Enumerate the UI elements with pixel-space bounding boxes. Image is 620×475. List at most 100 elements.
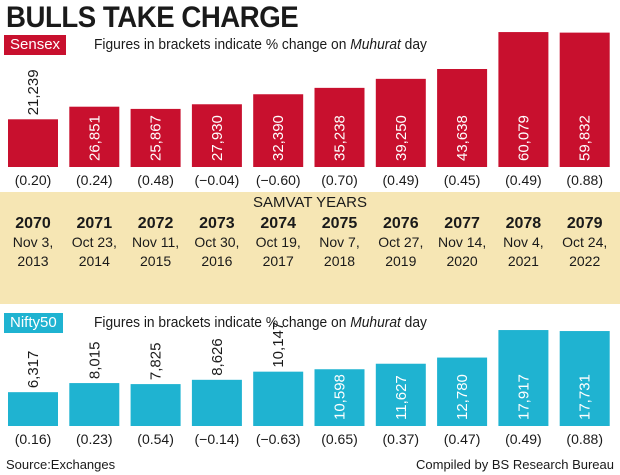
samvat-date-year: 2018	[323, 253, 356, 269]
samvat-date-year: 2022	[569, 253, 601, 269]
sensex-pct-label-2079: (0.88)	[566, 172, 603, 188]
samvat-year-2074: 2074 Oct 19, 2017	[248, 214, 308, 271]
samvat-year-2075: 2075 Nov 7, 2018	[310, 214, 370, 271]
sensex-bar-2079	[559, 32, 610, 167]
samvat-date: Oct 27,	[378, 234, 424, 250]
sensex-bar-2078	[498, 32, 549, 167]
sensex-pct-label-2076: (0.49)	[383, 172, 420, 188]
samvat-year-number: 2071	[76, 215, 113, 232]
nifty-value-label-2078: 17,917	[515, 374, 532, 420]
source-note: Source:Exchanges	[6, 457, 116, 472]
samvat-date: Oct 24,	[562, 234, 608, 250]
samvat-year-number: 2075	[321, 215, 358, 232]
sensex-note: Figures in brackets indicate % change on…	[94, 36, 427, 53]
sensex-bar-2073	[191, 104, 242, 167]
samvat-date-year: 2019	[385, 253, 417, 269]
nifty-note: Figures in brackets indicate % change on…	[94, 314, 427, 331]
nifty-value-label-2071: 8,015	[86, 342, 103, 380]
sensex-pct-label-2073: (−0.04)	[195, 172, 240, 188]
sensex-pct-label-2072: (0.48)	[137, 172, 174, 188]
sensex-bar-2077	[437, 68, 488, 167]
samvat-year-2072: 2072 Nov 11, 2015	[126, 214, 186, 271]
sensex-pct-label-2070: (0.20)	[15, 172, 52, 188]
sensex-bar-2076	[375, 78, 426, 167]
nifty-value-label-2073: 8,626	[209, 338, 226, 376]
samvat-date: Nov 11,	[131, 234, 180, 250]
sensex-pct-label-2074: (−0.60)	[256, 172, 301, 188]
nifty-bar-2076	[375, 363, 426, 426]
samvat-date-year: 2014	[78, 253, 110, 269]
samvat-year-number: 2077	[444, 215, 480, 232]
sensex-pct-label-2075: (0.70)	[321, 172, 358, 188]
sensex-value-label-2070: 21,239	[25, 69, 42, 115]
sensex-value-label-2071: 26,851	[86, 115, 103, 161]
samvat-date: Nov 7,	[319, 234, 360, 250]
sensex-value-label-2078: 60,079	[515, 115, 532, 161]
nifty-value-label-2070: 6,317	[25, 351, 42, 389]
nifty-bar-2078	[498, 330, 549, 426]
nifty-value-label-2077: 12,780	[454, 374, 471, 420]
samvat-year-2071: 2071 Oct 23, 2014	[64, 214, 124, 271]
sensex-value-label-2074: 32,390	[270, 115, 287, 161]
nifty-pct-label-2077: (0.47)	[444, 431, 481, 447]
sensex-bar-2071	[69, 106, 120, 167]
samvat-date: Oct 30,	[194, 234, 240, 250]
sensex-pct-label-2078: (0.49)	[505, 172, 542, 188]
sensex-value-label-2073: 27,930	[209, 115, 226, 161]
samvat-year-number: 2079	[566, 215, 603, 232]
samvat-date: Nov 3,	[12, 234, 54, 250]
samvat-year-2076: 2076 Oct 27, 2019	[371, 214, 431, 271]
sensex-value-label-2072: 25,867	[148, 115, 165, 161]
samvat-band	[0, 192, 620, 304]
credit-note: Compiled by BS Research Bureau	[416, 457, 614, 472]
samvat-date-year: 2020	[446, 253, 478, 269]
sensex-chart: 21,239 (0.20) 26,851 (0.24) 25,867 (0.48) 27,9…	[8, 32, 610, 188]
samvat-date: Oct 19,	[255, 234, 301, 250]
samvat-date-year: 2021	[507, 253, 539, 269]
samvat-year-2077: 2077 Nov 14, 2020	[432, 214, 492, 271]
nifty-value-label-2075: 10,598	[332, 374, 349, 420]
samvat-year-number: 2070	[15, 215, 51, 232]
samvat-year-number: 2078	[505, 215, 542, 232]
nifty-pct-label-2076: (0.37)	[383, 431, 420, 447]
samvat-year-2070: 2070 Nov 3, 2013	[3, 214, 63, 271]
nifty-bar-2075	[314, 369, 365, 426]
nifty-bar-2070	[8, 392, 58, 426]
nifty-chart: 6,317 (0.16) 8,015 (0.23) 7,825 (0.54) 8,626 (−…	[8, 322, 610, 447]
samvat-date: Nov 14,	[437, 234, 487, 250]
samvat-date-year: 2016	[201, 253, 233, 269]
nifty-bar-2079	[559, 331, 610, 426]
nifty-value-label-2074: 10,147	[270, 322, 287, 368]
nifty-bar-2073	[191, 379, 242, 426]
sensex-pct-label-2071: (0.24)	[76, 172, 113, 188]
samvat-year-number: 2072	[137, 215, 174, 232]
nifty-pct-label-2071: (0.23)	[76, 431, 113, 447]
nifty-bar-2072	[130, 384, 181, 426]
nifty-bar-2071	[69, 383, 120, 426]
sensex-bar-2072	[130, 108, 181, 167]
samvat-date-year: 2015	[140, 253, 172, 269]
samvat-year-number: 2074	[260, 215, 296, 232]
samvat-years-title: SAMVAT YEARS	[253, 194, 367, 211]
nifty-pct-label-2072: (0.54)	[137, 431, 174, 447]
nifty-value-label-2079: 17,731	[577, 374, 594, 420]
nifty-pct-label-2075: (0.65)	[321, 431, 358, 447]
samvat-year-2078: 2078 Nov 4, 2021	[493, 214, 553, 271]
sensex-bar-2070	[8, 119, 58, 167]
nifty-pct-label-2070: (0.16)	[15, 431, 52, 447]
page-title: BULLS TAKE CHARGE	[6, 1, 299, 34]
sensex-value-label-2077: 43,638	[454, 115, 471, 161]
nifty-pct-label-2074: (−0.63)	[256, 431, 301, 447]
sensex-pct-label-2077: (0.45)	[444, 172, 481, 188]
nifty-bar-2074	[253, 371, 304, 426]
sensex-label: Sensex	[4, 35, 67, 55]
nifty-bar-2077	[437, 357, 488, 426]
samvat-year-2079: 2079 Oct 24, 2022	[555, 214, 615, 271]
sensex-bar-2075	[314, 87, 365, 167]
nifty-value-label-2076: 11,627	[393, 375, 410, 420]
sensex-value-label-2079: 59,832	[577, 115, 594, 161]
samvat-date-year: 2013	[17, 253, 49, 269]
sensex-value-label-2075: 35,238	[332, 115, 349, 161]
nifty-label: Nifty50	[4, 313, 63, 333]
nifty-pct-label-2078: (0.49)	[505, 431, 542, 447]
